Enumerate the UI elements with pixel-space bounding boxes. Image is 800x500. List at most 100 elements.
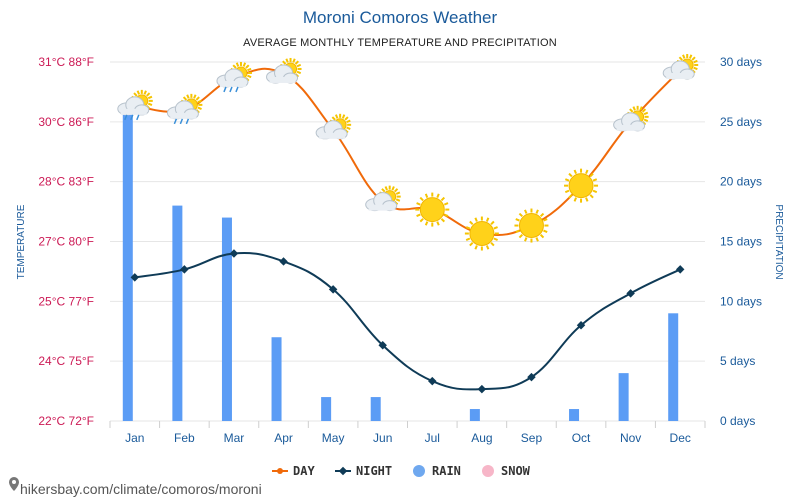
y-tick-label-precipitation: 20 days — [720, 175, 762, 189]
sun-ray — [493, 226, 498, 230]
sun-ray — [589, 194, 594, 199]
sun-ray — [524, 209, 528, 214]
sun-ray — [292, 58, 296, 63]
sun-ray — [474, 245, 478, 250]
rain-bar — [172, 205, 183, 421]
rain-bar — [271, 337, 282, 421]
cloud-sun-icon — [613, 105, 649, 132]
x-tick-label: Apr — [274, 431, 293, 445]
sun-disc — [419, 197, 445, 223]
sun-ray — [568, 172, 573, 178]
legend-snow-label: SNOW — [501, 464, 531, 478]
sun-ray — [136, 90, 141, 95]
sun-ray — [440, 196, 446, 202]
sun-ray — [693, 66, 698, 71]
sun-disc — [518, 213, 544, 239]
sun-ray — [143, 90, 147, 95]
x-tick-label: Dec — [670, 431, 691, 445]
rain-bar — [370, 397, 381, 421]
sun-ray — [539, 212, 545, 218]
night-point — [675, 265, 685, 274]
x-tick-label: Jun — [373, 431, 392, 445]
night-point — [130, 273, 140, 282]
sun-ray — [543, 218, 548, 222]
sun-ray — [490, 242, 495, 247]
cloud-sun-icon — [365, 185, 401, 212]
sun-ray — [485, 217, 490, 222]
cloud-sun-rain-icon — [166, 93, 203, 125]
legend-rain-label: RAIN — [432, 464, 461, 478]
y-tick-label-precipitation: 0 days — [720, 414, 755, 428]
sun-ray — [515, 218, 520, 222]
sun-ray — [539, 234, 545, 239]
sun-ray — [469, 242, 474, 247]
sun-ray — [469, 220, 474, 226]
sun-ray — [424, 221, 429, 226]
sun-ray — [678, 56, 683, 61]
sun-ray — [195, 96, 200, 101]
sun-ray — [564, 189, 570, 194]
y-tick-label-temperature: 24°C 75°F — [38, 354, 94, 368]
sun-ray — [235, 62, 240, 67]
y-tick-label-temperature: 27°C 80°F — [38, 235, 94, 249]
night-point — [428, 376, 437, 386]
cloud-base — [616, 124, 643, 131]
night-point — [626, 289, 635, 298]
x-tick-label: Oct — [572, 431, 591, 445]
sun-ray — [146, 92, 151, 97]
night-point — [229, 249, 239, 258]
left-axis-title: TEMPERATURE — [16, 204, 27, 279]
sun-ray — [331, 116, 336, 121]
legend-night-marker — [338, 466, 348, 476]
sun-ray — [643, 118, 649, 122]
cloud-base — [368, 204, 395, 211]
cloud-sun-icon — [266, 57, 302, 84]
cloud-base — [219, 80, 246, 87]
legend-day-label: DAY — [293, 464, 315, 478]
x-axis-ticks: Jan Feb Mar Apr May Jun Jul Aug Sep Oct Nov Dec — [125, 431, 691, 445]
sun-ray — [465, 237, 471, 241]
x-tick-label: Jan — [125, 431, 144, 445]
right-axis-ticks: 0 days 5 days 10 days 15 days 20 days 25 days… — [720, 55, 762, 428]
legend-snow[interactable]: SNOW — [482, 464, 531, 478]
rain-drop — [223, 86, 227, 93]
legend: DAY NIGHT RAIN SNOW — [272, 464, 531, 478]
night-point — [378, 340, 387, 350]
sun-icon — [464, 216, 499, 251]
sun-ray — [490, 220, 495, 226]
sun-ray — [186, 94, 190, 99]
sun-ray — [395, 198, 401, 202]
rain-drop — [173, 118, 178, 125]
legend-night[interactable]: NIGHT — [335, 464, 392, 478]
sun-ray — [247, 67, 252, 72]
sun-ray — [682, 54, 686, 59]
sun-ray — [443, 213, 449, 218]
chart-subtitle: AVERAGE MONTHLY TEMPERATURE AND PRECIPIT… — [243, 37, 557, 49]
rain-bar — [668, 313, 679, 421]
night-point — [527, 372, 536, 382]
sun-ray — [641, 108, 647, 113]
night-point — [477, 384, 487, 394]
sun-ray — [193, 94, 197, 99]
source-link[interactable]: hikersbay.com/climate/comoros/moroni — [9, 477, 262, 497]
sun-ray — [564, 178, 570, 182]
sun-ray — [341, 114, 346, 119]
sun-ray — [589, 172, 594, 178]
sun-ray — [592, 178, 598, 182]
legend-day[interactable]: DAY — [272, 464, 315, 478]
sun-ray — [147, 102, 153, 107]
source-text: hikersbay.com/climate/comoros/moroni — [20, 481, 262, 497]
sun-ray — [465, 226, 471, 230]
right-axis-title: PRECIPITATION — [773, 204, 784, 279]
sun-ray — [384, 186, 388, 191]
sun-ray — [485, 245, 490, 250]
legend-night-label: NIGHT — [356, 464, 392, 478]
sun-ray — [592, 189, 598, 194]
rain-bar — [321, 397, 332, 421]
sun-ray — [197, 106, 202, 111]
sun-ray — [242, 62, 247, 67]
legend-rain[interactable]: RAIN — [413, 464, 461, 478]
sun-ray — [133, 92, 138, 97]
sun-icon — [564, 168, 599, 203]
